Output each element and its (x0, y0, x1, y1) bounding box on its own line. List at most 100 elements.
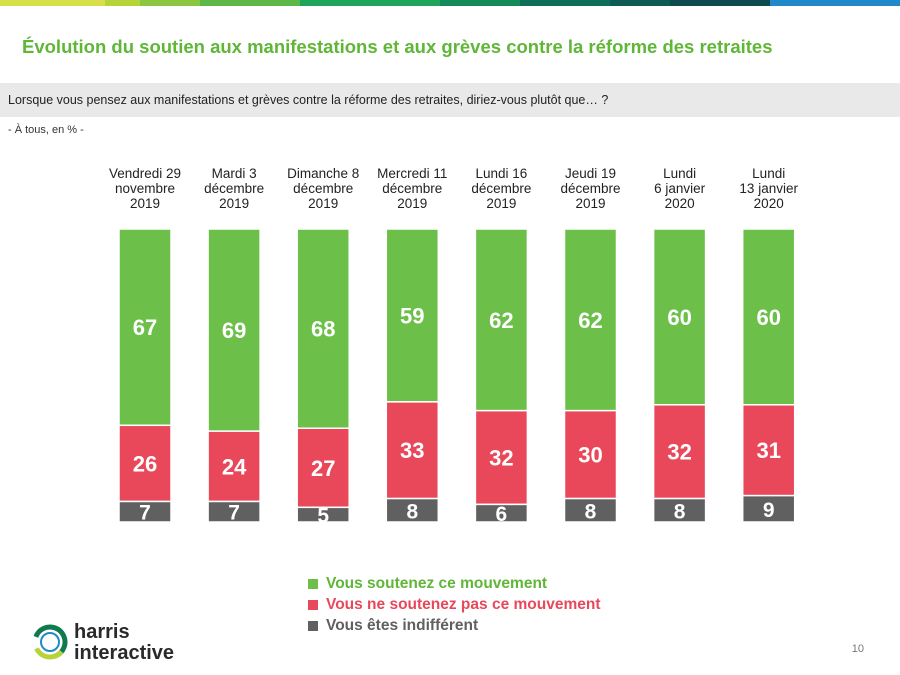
category-label: 6 janvier (654, 181, 706, 196)
top-bar-segment (440, 0, 520, 6)
data-label: 6 (496, 503, 508, 526)
top-bar-segment (610, 0, 670, 6)
top-bar-segment (200, 0, 300, 6)
top-color-bar (0, 0, 900, 6)
category-label: 2020 (754, 196, 784, 211)
category-label: Lundi (752, 166, 785, 181)
bar-segment-oppose (474, 409, 529, 506)
category-label: Mercredi 11 (377, 166, 447, 181)
bar-segment-support (385, 228, 440, 403)
logo-text-line1: harris (74, 621, 130, 643)
top-bar-segment (140, 0, 200, 6)
bar-segment-support (474, 228, 529, 412)
category-label: Mardi 3 (212, 166, 257, 181)
category-label: 2019 (308, 196, 338, 211)
data-label: 8 (674, 500, 686, 523)
survey-question: Lorsque vous pensez aux manifestations e… (0, 83, 900, 117)
data-label: 7 (228, 502, 240, 525)
data-label: 30 (578, 443, 602, 468)
bar-segment-support (741, 228, 796, 406)
top-bar-segment (520, 0, 610, 6)
data-label: 62 (489, 308, 513, 333)
category-label: novembre (115, 181, 175, 196)
bar-segment-support (207, 228, 261, 432)
bar-segment-oppose (563, 409, 618, 500)
data-label: 60 (756, 305, 780, 330)
category-label: 2020 (665, 196, 695, 211)
legend-item: Vous ne soutenez pas ce mouvement (308, 594, 600, 615)
data-label: 69 (222, 318, 246, 343)
sample-base: - À tous, en % - (8, 124, 84, 136)
harris-interactive-logo: harris interactive (30, 620, 190, 665)
top-bar-segment (670, 0, 770, 6)
category-label: Dimanche 8 (287, 166, 359, 181)
bar-segment-indifferent (385, 497, 440, 523)
data-label: 9 (763, 499, 775, 522)
category-label: décembre (471, 181, 531, 196)
data-label: 32 (489, 446, 513, 471)
top-bar-segment (0, 0, 105, 6)
data-label: 62 (578, 308, 602, 333)
data-label: 24 (222, 454, 247, 479)
legend-swatch (308, 578, 318, 589)
harris-logo-icon (32, 624, 68, 660)
bar-segment-oppose (385, 401, 440, 500)
data-label: 8 (585, 500, 597, 523)
bar-segment-oppose (118, 424, 172, 503)
top-bar-segment (105, 0, 140, 6)
data-label: 27 (311, 456, 335, 481)
category-label: décembre (560, 181, 620, 196)
category-label: décembre (293, 181, 353, 196)
data-label: 59 (400, 303, 424, 328)
legend-label: Vous soutenez ce mouvement (326, 574, 548, 592)
bar-segment-indifferent (652, 497, 707, 523)
category-label: 2019 (130, 196, 160, 211)
legend-swatch (308, 599, 318, 610)
bar-segment-support (563, 228, 618, 412)
logo-text-line2: interactive (74, 642, 175, 664)
bar-segment-indifferent (741, 494, 796, 523)
data-label: 33 (400, 438, 424, 463)
bar-segment-indifferent (207, 500, 261, 523)
bar-segment-indifferent (118, 500, 172, 523)
category-label: 2019 (575, 196, 605, 211)
legend-label: Vous êtes indifférent (326, 616, 479, 634)
bar-segment-support (652, 228, 707, 406)
bar-segment-support (296, 228, 350, 429)
top-bar-segment (770, 0, 900, 6)
category-label: 2019 (486, 196, 516, 211)
data-label: 31 (756, 438, 780, 463)
page-title: Évolution du soutien aux manifestations … (22, 36, 773, 57)
bar-segment-indifferent (296, 506, 350, 523)
category-label: décembre (204, 181, 264, 196)
legend-label: Vous ne soutenez pas ce mouvement (326, 595, 601, 613)
legend-item: Vous êtes indifférent (308, 615, 600, 636)
bar-segment-indifferent (474, 503, 529, 523)
bar-segment-support (118, 228, 172, 427)
data-label: 67 (133, 315, 157, 340)
data-label: 26 (133, 451, 157, 476)
category-label: 13 janvier (739, 181, 798, 196)
data-label: 5 (317, 505, 329, 528)
data-label: 8 (406, 500, 418, 523)
top-bar-segment (300, 0, 440, 6)
legend-item: Vous soutenez ce mouvement (308, 573, 600, 594)
chart-legend: Vous soutenez ce mouvement Vous ne souten… (308, 573, 600, 636)
category-label: décembre (382, 181, 442, 196)
data-label: 60 (667, 305, 691, 330)
data-label: 68 (311, 317, 335, 342)
category-label: Vendredi 29 (109, 166, 181, 181)
bar-segment-oppose (652, 404, 707, 500)
category-label: Lundi (663, 166, 696, 181)
bar-segment-indifferent (563, 497, 618, 523)
category-label: Jeudi 19 (565, 166, 616, 181)
category-label: 2019 (397, 196, 427, 211)
bar-segment-oppose (741, 404, 796, 497)
page-number: 10 (851, 643, 864, 655)
category-label: Lundi 16 (475, 166, 527, 181)
data-label: 32 (667, 440, 691, 465)
data-label: 7 (139, 502, 151, 525)
bar-segment-oppose (296, 427, 350, 509)
category-label: 2019 (219, 196, 249, 211)
